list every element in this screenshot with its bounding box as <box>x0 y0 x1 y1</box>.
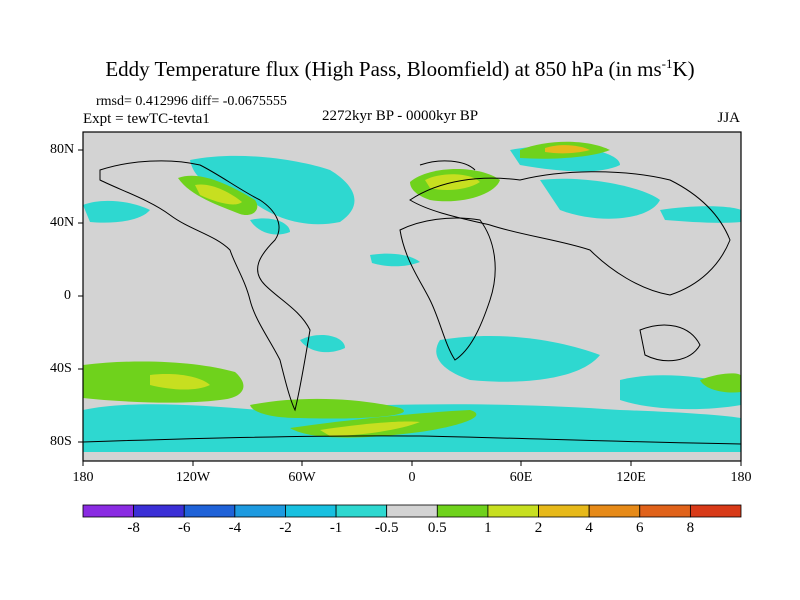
lat-label-80n: 80N <box>50 142 75 157</box>
lon-label-120e: 120E <box>616 470 646 485</box>
anomaly-field <box>83 141 741 452</box>
lon-label-60e: 60E <box>509 470 533 485</box>
colorbar-label: -1 <box>329 520 343 536</box>
lat-label-40n: 40N <box>50 215 75 230</box>
anomaly-region <box>700 373 741 393</box>
colorbar-label: 4 <box>585 520 593 536</box>
colorbar-swatch <box>538 504 590 518</box>
lat-label-80s: 80S <box>50 434 72 449</box>
period-label: 2272kyr BP - 0000kyr BP <box>322 108 479 124</box>
colorbar-label: -8 <box>127 520 140 536</box>
season-label: JJA <box>717 110 740 126</box>
anomaly-region <box>300 334 345 353</box>
lat-label-40s: 40S <box>50 361 72 376</box>
colorbar-label: 8 <box>686 520 695 536</box>
colorbar-swatch <box>588 504 641 518</box>
anomaly-region <box>190 155 355 225</box>
colorbar-label: 1 <box>484 520 492 536</box>
australia-coast <box>639 324 701 362</box>
colorbar-label: 0.5 <box>427 520 447 536</box>
colorbar-swatch <box>689 504 742 518</box>
colorbar-swatch <box>487 504 539 518</box>
anomaly-region <box>250 398 404 419</box>
colorbar-label: -4 <box>228 520 242 536</box>
colorbar-label: -6 <box>177 520 191 536</box>
eurasia-coast <box>409 171 731 296</box>
colorbar-swatch <box>183 504 236 518</box>
lon-ticks <box>82 461 742 466</box>
anomaly-region <box>540 178 660 219</box>
anomaly-core <box>545 145 590 154</box>
antarctica-coast <box>83 435 741 445</box>
colorbar-label: 6 <box>636 520 644 536</box>
anomaly-region <box>436 335 600 382</box>
colorbar-swatch <box>335 504 388 518</box>
greenland-coast <box>419 160 476 171</box>
colorbar-swatch <box>82 504 135 518</box>
anomaly-core <box>195 184 242 205</box>
africa-coast <box>399 217 496 361</box>
colorbar-swatch <box>639 504 691 518</box>
colorbar-label: -0.5 <box>374 520 399 536</box>
anomaly-region <box>83 428 741 452</box>
colorbar-swatch <box>133 504 185 518</box>
colorbar-swatch <box>386 504 438 518</box>
lon-label-180w: 180 <box>72 470 94 485</box>
colorbar-swatch <box>436 504 489 518</box>
colorbar-label: -2 <box>279 520 292 536</box>
anomaly-region <box>660 206 741 223</box>
americas-coast <box>99 160 311 412</box>
anomaly-core <box>150 374 210 390</box>
experiment-label: Expt = tewTC-tevta1 <box>83 111 210 127</box>
anomaly-region <box>250 218 290 235</box>
colorbar <box>82 504 742 518</box>
stats-text: rmsd= 0.412996 diff= -0.0675555 <box>96 94 287 109</box>
lat-ticks <box>78 149 83 443</box>
colorbar-swatch <box>285 504 337 518</box>
lon-label-0: 0 <box>408 470 416 485</box>
lat-label-0: 0 <box>64 288 71 303</box>
colorbar-label: 2 <box>534 520 543 536</box>
lon-label-120w: 120W <box>175 470 211 485</box>
colorbar-swatch <box>234 504 286 518</box>
anomaly-region <box>83 200 150 223</box>
lon-label-60w: 60W <box>288 470 316 485</box>
anomaly-core <box>320 421 420 436</box>
figure-title: Eddy Temperature flux (High Pass, Bloomf… <box>105 56 695 81</box>
coastlines <box>83 160 741 445</box>
lon-label-180e: 180 <box>730 470 752 485</box>
